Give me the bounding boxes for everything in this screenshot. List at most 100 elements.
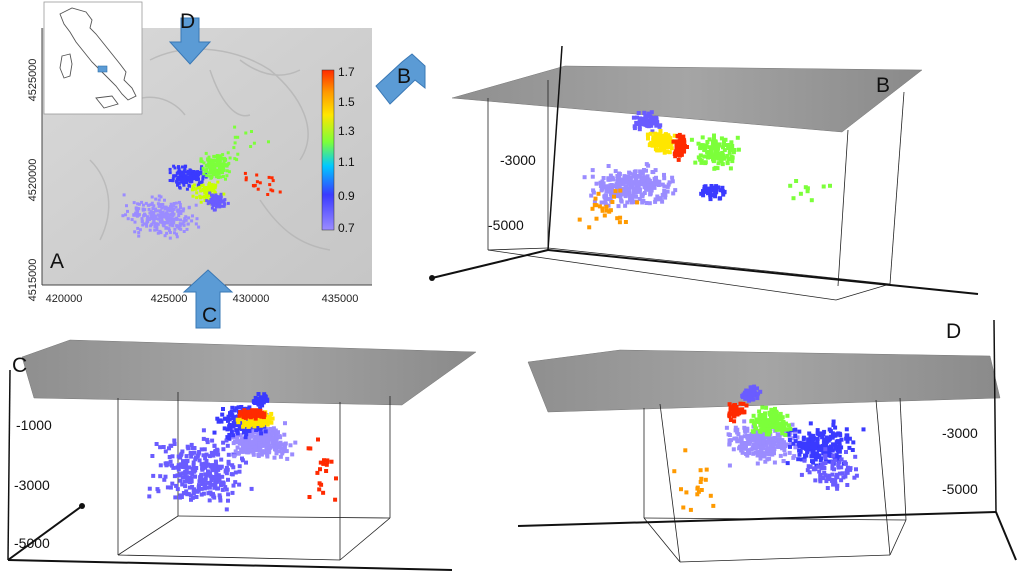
scatter-point: [236, 451, 241, 456]
scatter-point: [662, 142, 667, 147]
scatter-point: [172, 174, 176, 178]
scatter-point: [134, 207, 138, 211]
scatter-point: [655, 120, 660, 125]
scatter-point: [222, 416, 227, 421]
scatter-point: [752, 422, 757, 427]
scatter-point: [211, 188, 215, 192]
scatter-point: [718, 196, 723, 201]
scatter-point: [773, 436, 778, 441]
scatter-point: [187, 216, 191, 220]
scatter-point: [148, 217, 151, 221]
scatter-point: [778, 411, 783, 416]
scatter-point: [258, 420, 263, 425]
scatter-point: [815, 428, 820, 433]
scatter-point: [844, 468, 849, 473]
scatter-point: [699, 476, 704, 481]
scatter-point: [175, 235, 179, 239]
scatter-point: [237, 482, 242, 487]
scatter-point: [164, 215, 168, 219]
scatter-point: [675, 134, 680, 138]
panel-b-vertical-axis: [547, 45, 563, 251]
scatter-point: [201, 166, 205, 170]
scatter-point: [805, 468, 810, 473]
scatter-point: [207, 174, 211, 178]
scatter-point: [172, 202, 176, 205]
scatter-point: [778, 427, 783, 432]
scatter-point: [704, 188, 709, 193]
scatter-point: [698, 480, 703, 484]
scatter-point: [233, 480, 238, 485]
scatter-point: [315, 470, 320, 475]
scatter-point: [197, 225, 201, 229]
scatter-point: [177, 214, 181, 218]
scatter-point: [216, 199, 220, 203]
scatter-point: [249, 486, 254, 491]
scatter-point: [208, 181, 211, 185]
scatter-point: [280, 442, 284, 447]
scatter-point: [197, 177, 200, 181]
scatter-point: [175, 487, 180, 492]
scatter-point: [140, 217, 144, 221]
scatter-point: [823, 461, 828, 465]
scatter-point: [673, 154, 678, 159]
scatter-point: [625, 176, 630, 180]
scatter-point: [249, 145, 253, 148]
scatter-point: [173, 227, 177, 231]
scatter-point: [220, 204, 224, 208]
scatter-point: [713, 140, 718, 145]
scatter-point: [582, 175, 587, 180]
scatter-point: [175, 473, 180, 478]
scatter-point: [725, 154, 730, 158]
study-area-marker: [97, 65, 108, 73]
scatter-point: [183, 181, 187, 184]
scatter-point: [160, 206, 164, 210]
scatter-point: [157, 204, 161, 208]
scatter-point: [186, 172, 190, 176]
scatter-point: [834, 432, 838, 437]
scatter-point: [648, 114, 653, 119]
scatter-point: [729, 148, 734, 152]
scatter-point: [650, 120, 655, 125]
scatter-point: [162, 205, 166, 209]
scatter-point: [767, 440, 772, 445]
scatter-point: [191, 194, 195, 198]
scatter-point: [679, 149, 684, 153]
scatter-point: [652, 141, 657, 146]
scatter-point: [205, 186, 209, 189]
scatter-point: [187, 465, 192, 470]
scatter-point: [224, 507, 229, 512]
scatter-point: [847, 436, 852, 441]
scatter-point: [658, 144, 663, 149]
scatter-point: [174, 201, 178, 205]
scatter-point: [769, 423, 774, 428]
scatter-point: [759, 416, 764, 421]
scatter-point: [265, 422, 270, 427]
scatter-point: [616, 204, 621, 209]
scatter-point: [269, 188, 273, 192]
scatter-point: [169, 212, 173, 216]
scatter-point: [646, 187, 651, 192]
scatter-point: [805, 450, 810, 455]
scatter-point: [601, 176, 606, 180]
panel-a-y-ticks: 4515000 4520000 4525000: [27, 59, 39, 302]
scatter-point: [623, 220, 628, 224]
scatter-point: [321, 490, 326, 495]
scatter-point: [796, 442, 801, 447]
scatter-point: [260, 443, 265, 448]
scatter-point: [819, 466, 824, 471]
scatter-point: [191, 188, 194, 192]
scatter-point: [604, 204, 609, 209]
scatter-point: [317, 481, 322, 486]
scatter-point: [188, 184, 191, 188]
scatter-point: [803, 453, 807, 458]
scatter-point: [728, 405, 733, 410]
scatter-point: [684, 490, 689, 495]
scatter-point: [212, 202, 216, 205]
scatter-point: [274, 451, 279, 456]
scatter-point: [620, 182, 625, 187]
scatter-point: [700, 143, 705, 148]
scatter-point: [325, 458, 330, 463]
scatter-point: [833, 425, 838, 430]
scatter-point: [202, 186, 206, 190]
scatter-point: [662, 176, 667, 181]
